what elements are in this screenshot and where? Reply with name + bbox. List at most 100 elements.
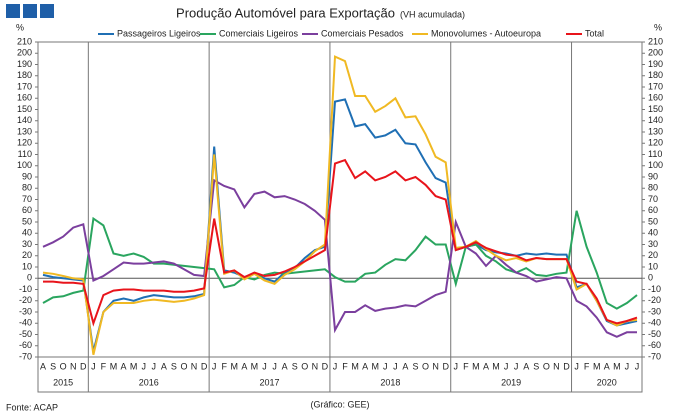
y-tick-label: 160	[17, 93, 32, 103]
x-tick-label: A	[241, 361, 247, 371]
year-label: 2017	[260, 377, 280, 387]
x-tick-label: A	[161, 361, 167, 371]
x-tick-label: F	[342, 361, 348, 371]
y2-tick-label: 140	[648, 115, 663, 125]
x-tick-label: A	[523, 361, 529, 371]
x-tick-label: N	[70, 361, 77, 371]
legend-label: Passageiros Ligeiros	[117, 28, 201, 38]
x-tick-label: A	[402, 361, 408, 371]
y2-tick-label: 210	[648, 36, 663, 46]
x-tick-label: S	[412, 361, 418, 371]
y-tick-label: 80	[22, 183, 32, 193]
x-tick-label: M	[251, 361, 259, 371]
y2-tick-label: -60	[648, 340, 661, 350]
x-tick-label: M	[593, 361, 601, 371]
y2-tick-label: 200	[648, 48, 663, 58]
y-tick-label: 120	[17, 138, 32, 148]
year-label: 2020	[597, 377, 617, 387]
y2-tick-label: 150	[648, 104, 663, 114]
y-tick-label: -60	[19, 340, 32, 350]
y2-tick-label: 170	[648, 81, 663, 91]
x-tick-label: D	[442, 361, 449, 371]
y-tick-label: 40	[22, 228, 32, 238]
y2-tick-label: 80	[648, 183, 658, 193]
x-tick-label: A	[483, 361, 489, 371]
legend-label: Comerciais Ligeiros	[219, 28, 299, 38]
year-label: 2019	[501, 377, 521, 387]
x-tick-label: A	[282, 361, 288, 371]
x-tick-label: J	[635, 361, 640, 371]
x-tick-label: O	[301, 361, 308, 371]
x-tick-label: J	[514, 361, 519, 371]
x-tick-label: D	[201, 361, 208, 371]
x-tick-label: J	[574, 361, 579, 371]
y2-tick-label: 180	[648, 70, 663, 80]
x-tick-label: J	[212, 361, 217, 371]
y-tick-label: 90	[22, 171, 32, 181]
y-tick-label: 0	[27, 273, 32, 283]
y2-tick-label: -50	[648, 329, 661, 339]
series-line	[43, 158, 638, 327]
y2-tick-label: -40	[648, 318, 661, 328]
y-tick-label: -30	[19, 306, 32, 316]
y2-tick-label: 10	[648, 261, 658, 271]
y2-tick-label: 0	[648, 273, 653, 283]
y-tick-label: 60	[22, 205, 32, 215]
y2-tick-label: -10	[648, 284, 661, 294]
x-tick-label: O	[60, 361, 67, 371]
y-tick-label: 190	[17, 59, 32, 69]
y-axis-label: %	[16, 22, 24, 32]
plot-frame	[37, 41, 643, 358]
x-tick-label: S	[50, 361, 56, 371]
year-label: 2018	[380, 377, 400, 387]
legend-label: Total	[585, 28, 604, 38]
x-tick-label: J	[504, 361, 509, 371]
y2-tick-label: 40	[648, 228, 658, 238]
series-line	[42, 210, 638, 310]
x-tick-label: J	[333, 361, 338, 371]
y-tick-label: -70	[19, 351, 32, 361]
y2-tick-label: 160	[648, 93, 663, 103]
year-label: 2016	[139, 377, 159, 387]
x-tick-label: N	[432, 361, 439, 371]
x-tick-label: J	[91, 361, 96, 371]
x-tick-label: M	[371, 361, 379, 371]
legend-label: Monovolumes - Autoeuropa	[431, 28, 541, 38]
x-tick-label: N	[553, 361, 560, 371]
x-tick-label: A	[121, 361, 127, 371]
logo-square	[6, 4, 20, 18]
x-tick-label: J	[393, 361, 398, 371]
x-tick-label: M	[472, 361, 480, 371]
y-tick-label: -50	[19, 329, 32, 339]
credit: (Gráfico: GEE)	[310, 399, 369, 409]
y2-tick-label: 130	[648, 126, 663, 136]
y2-axis-label: %	[654, 22, 662, 32]
y2-tick-label: 30	[648, 239, 658, 249]
x-tick-label: F	[584, 361, 590, 371]
year-label: 2015	[53, 377, 73, 387]
y2-tick-label: -30	[648, 306, 661, 316]
x-tick-label: J	[141, 361, 146, 371]
x-tick-label: D	[80, 361, 87, 371]
legend-label: Comerciais Pesados	[321, 28, 404, 38]
x-tick-label: N	[191, 361, 198, 371]
y-tick-label: 10	[22, 261, 32, 271]
y2-tick-label: 190	[648, 59, 663, 69]
x-tick-label: F	[463, 361, 469, 371]
y2-tick-label: -70	[648, 351, 661, 361]
x-tick-label: S	[292, 361, 298, 371]
logo-square	[40, 4, 54, 18]
y-tick-label: 110	[18, 149, 32, 159]
y-tick-label: -20	[19, 295, 32, 305]
y-tick-label: 70	[22, 194, 32, 204]
y-tick-label: 200	[17, 48, 32, 58]
x-tick-label: J	[625, 361, 630, 371]
y-tick-label: 50	[22, 216, 32, 226]
y-tick-label: 20	[22, 250, 32, 260]
x-tick-label: J	[152, 361, 157, 371]
y2-tick-label: 110	[648, 149, 662, 159]
x-tick-label: M	[351, 361, 359, 371]
x-tick-label: D	[563, 361, 570, 371]
x-tick-label: J	[262, 361, 267, 371]
y2-tick-label: 60	[648, 205, 658, 215]
